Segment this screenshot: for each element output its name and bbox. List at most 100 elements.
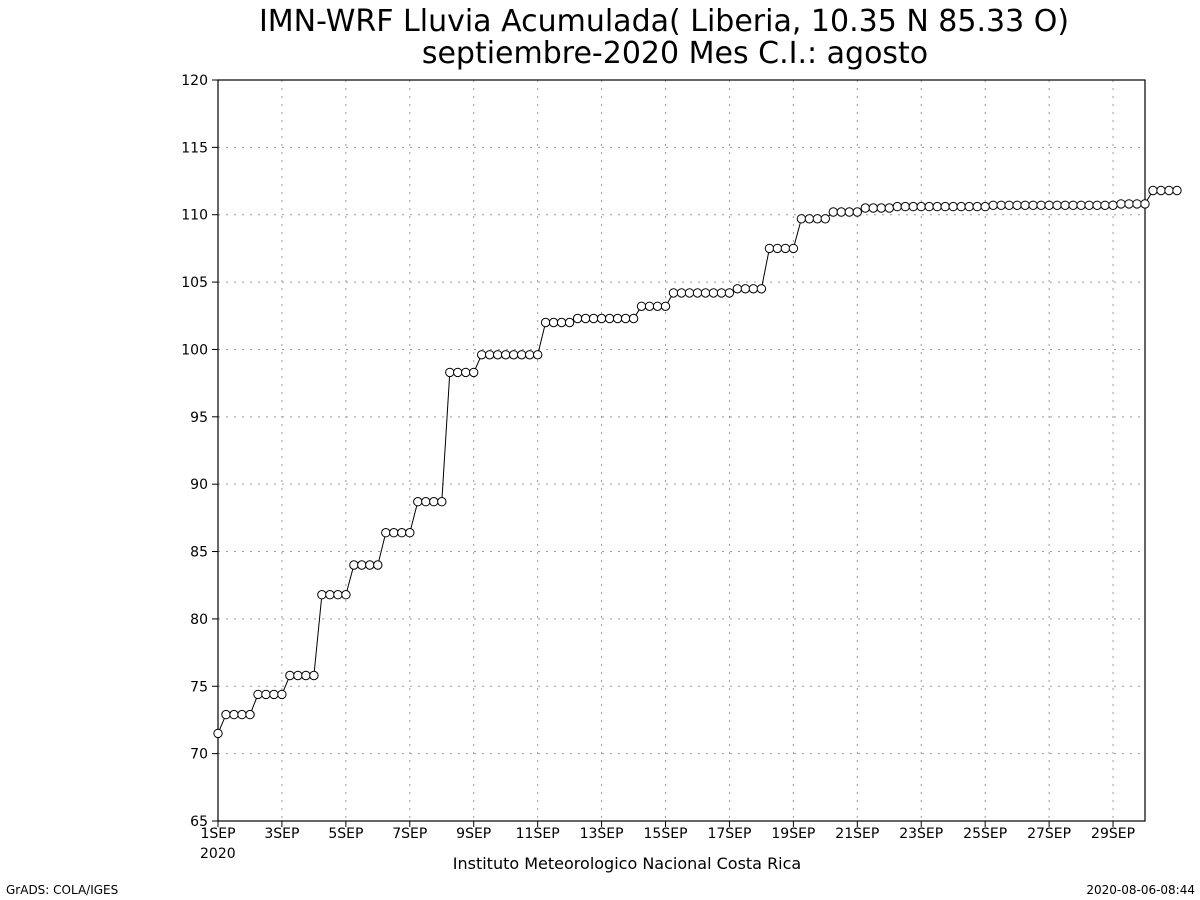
data-point: [1108, 200, 1118, 211]
data-point: [1092, 200, 1102, 211]
data-point: [429, 497, 439, 507]
data-point: [493, 350, 503, 360]
data-point: [940, 201, 950, 212]
data-point: [509, 350, 519, 360]
data-point: [964, 201, 974, 212]
x-tick-label: 15SEP: [644, 826, 688, 842]
data-point: [1156, 185, 1166, 196]
x-tick-label: 29SEP: [1091, 826, 1135, 842]
data-point: [716, 288, 727, 298]
series-line: [217, 190, 1177, 734]
data-point: [309, 670, 319, 681]
data-point: [453, 367, 463, 378]
data-point: [732, 284, 743, 294]
data-point: [764, 243, 775, 254]
data-point: [948, 201, 958, 212]
data-point: [796, 214, 807, 224]
data-point: [349, 560, 359, 570]
data-point: [756, 284, 767, 294]
data-point: [1084, 200, 1094, 211]
data-point: [1060, 200, 1070, 211]
data-point: [860, 203, 870, 213]
data-point: [788, 243, 799, 254]
data-point: [213, 728, 223, 739]
data-point: [700, 288, 711, 298]
x-tick-label: 7SEP: [392, 826, 427, 842]
chart-title: IMN-WRF Lluvia Acumulada( Liberia, 10.35…: [259, 4, 1069, 39]
data-point: [556, 317, 567, 328]
data-point: [1116, 199, 1126, 209]
data-point: [525, 350, 535, 360]
y-tick-label: 105: [181, 275, 208, 291]
data-point: [612, 313, 623, 324]
y-axis: 65 70 75 80 85 90 95 100 105 110 115 120: [181, 73, 218, 830]
data-point: [405, 528, 415, 538]
data-point: [1148, 185, 1158, 196]
data-point: [996, 200, 1006, 211]
data-point: [277, 689, 287, 700]
y-tick-label: 75: [190, 679, 208, 695]
x-tick-label: 3SEP: [264, 826, 299, 842]
data-point: [1100, 200, 1110, 211]
x-tick-label: 21SEP: [835, 826, 879, 842]
data-point: [221, 709, 231, 720]
data-point: [604, 313, 615, 324]
data-point: [932, 201, 942, 212]
x-tick-label: 19SEP: [771, 826, 815, 842]
data-point: [972, 201, 982, 212]
x-tick-label: 23SEP: [899, 826, 943, 842]
data-point: [780, 243, 791, 254]
data-point: [748, 284, 759, 294]
data-point: [421, 497, 431, 507]
data-point: [1172, 185, 1182, 196]
x-tick-label: 17SEP: [707, 826, 751, 842]
data-point: [1028, 200, 1038, 211]
data-point: [485, 350, 495, 360]
data-point: [828, 207, 838, 217]
data-point: [804, 214, 815, 224]
y-tick-label: 100: [181, 342, 208, 358]
data-point: [293, 670, 303, 681]
series-rainfall: [213, 185, 1182, 739]
data-point: [844, 207, 854, 217]
data-point: [852, 207, 862, 217]
data-point: [572, 313, 583, 324]
data-point: [668, 288, 679, 298]
data-point: [1140, 199, 1150, 209]
data-point: [980, 201, 990, 212]
data-point: [724, 288, 735, 298]
data-point: [1004, 200, 1014, 211]
data-point: [237, 709, 247, 720]
data-point: [908, 201, 918, 212]
data-point: [892, 201, 902, 212]
data-point: [365, 560, 375, 570]
data-point: [413, 497, 423, 507]
data-point: [517, 350, 527, 360]
data-point: [501, 350, 511, 360]
data-point: [533, 350, 543, 360]
data-point: [708, 288, 719, 298]
data-point: [269, 689, 279, 700]
x-axis: 1SEP 3SEP 5SEP 7SEP 9SEP 11SEP 13SEP 15SEP 17SEP…: [200, 821, 1135, 842]
y-tick-label: 120: [181, 73, 208, 89]
data-point: [652, 301, 663, 311]
data-point: [564, 317, 575, 328]
data-point: [317, 590, 327, 600]
data-point: [644, 301, 655, 311]
chart-subtitle: septiembre-2020 Mes C.I.: agosto: [422, 36, 928, 71]
data-point: [1036, 200, 1046, 211]
data-point: [628, 313, 639, 324]
data-point: [397, 528, 407, 538]
data-point: [956, 201, 966, 212]
data-point: [1044, 200, 1054, 211]
data-point: [477, 350, 487, 360]
data-point: [884, 203, 894, 213]
data-point: [381, 528, 391, 538]
data-point: [245, 709, 255, 720]
data-point: [1020, 200, 1030, 211]
y-tick-label: 70: [190, 747, 208, 763]
data-point: [1068, 200, 1078, 211]
data-point: [876, 203, 886, 213]
data-point: [868, 203, 878, 213]
